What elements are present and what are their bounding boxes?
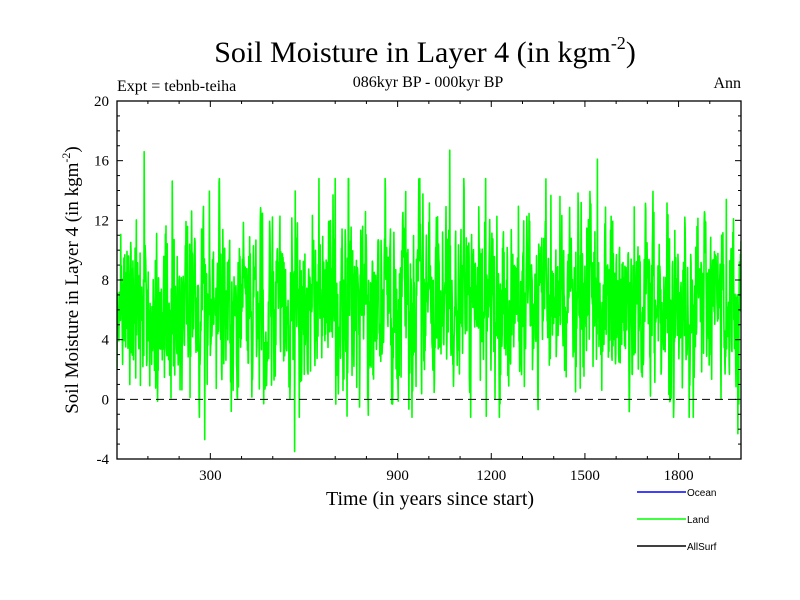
x-tick-label: 300 — [199, 468, 222, 484]
x-tick-label: 1500 — [570, 468, 600, 484]
legend: Ocean Land AllSurf — [637, 488, 717, 553]
expt-label: Expt = tebnb-teiha — [117, 78, 236, 95]
y-tick-label: 16 — [94, 154, 110, 170]
y-tick-label: 0 — [102, 392, 110, 408]
period-label: Ann — [713, 75, 741, 92]
x-axis-label: Time (in years since start) — [326, 488, 534, 510]
y-axis-label: Soil Moisture in Layer 4 (in kgm-2) — [59, 146, 83, 414]
y-tick-label: 4 — [102, 333, 110, 349]
legend-label-ocean: Ocean — [687, 488, 716, 499]
y-tick-label: 12 — [94, 213, 109, 229]
y-tick-label: 8 — [102, 273, 110, 289]
y-tick-label: -4 — [97, 452, 110, 468]
land-series-line — [117, 149, 741, 453]
legend-label-allsurf: AllSurf — [687, 542, 717, 553]
y-tick-label: 20 — [94, 94, 109, 110]
chart-subtitle: 086kyr BP - 000kyr BP — [353, 74, 504, 91]
x-tick-label: 1800 — [664, 468, 694, 484]
chart-title: Soil Moisture in Layer 4 (in kgm-2) — [214, 33, 636, 69]
x-tick-label: 1200 — [476, 468, 506, 484]
plot-area — [117, 149, 741, 453]
legend-label-land: Land — [687, 515, 709, 526]
x-tick-label: 900 — [386, 468, 409, 484]
axes: -4 0 4 8 12 16 20 300 900 1200 1500 1800 — [94, 94, 742, 484]
